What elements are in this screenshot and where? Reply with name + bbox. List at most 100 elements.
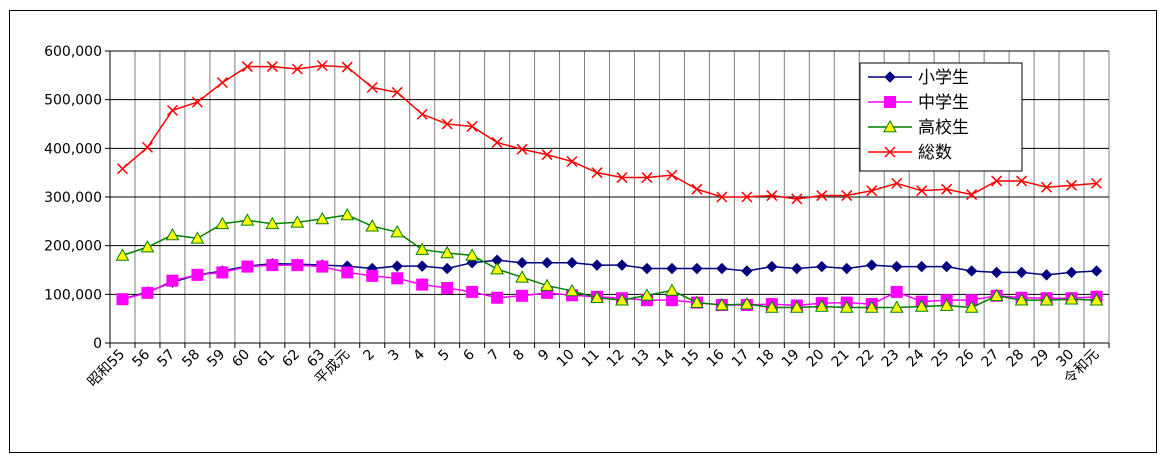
data-point-marker	[391, 272, 404, 285]
data-point-marker	[615, 293, 629, 306]
marker-stroke	[391, 86, 403, 98]
x-tick-label: 10	[554, 347, 578, 371]
marker-stroke	[1066, 179, 1078, 191]
data-point-marker	[1090, 265, 1103, 277]
data-point-marker	[816, 260, 828, 273]
data-point-marker	[591, 259, 603, 271]
data-point-marker	[366, 269, 379, 282]
data-point-marker	[390, 225, 405, 238]
marker-stroke	[541, 149, 553, 161]
marker-stroke	[591, 167, 603, 179]
data-point-marker	[1066, 179, 1078, 191]
x-tick-label: 28	[1003, 347, 1027, 371]
x-tick-label: 6	[460, 346, 478, 364]
data-point-marker	[616, 172, 628, 184]
marker-stroke	[216, 77, 228, 89]
data-point-marker	[915, 260, 928, 273]
data-point-marker	[166, 274, 179, 287]
x-tick-label: 23	[879, 347, 903, 371]
marker-stroke	[841, 190, 853, 202]
data-point-marker	[466, 285, 479, 298]
data-point-marker	[415, 242, 430, 255]
x-tick-label: 昭和55	[85, 347, 129, 391]
y-tick-label: 600,000	[44, 44, 102, 60]
marker-stroke	[166, 104, 178, 116]
data-point-marker	[566, 155, 578, 168]
data-point-marker	[641, 172, 653, 184]
marker-stroke	[884, 146, 896, 158]
data-point-marker	[866, 185, 878, 197]
data-point-marker	[565, 283, 579, 297]
data-point-marker	[1016, 175, 1028, 187]
marker-stroke	[941, 183, 953, 195]
legend-entry: 小学生	[868, 68, 969, 88]
marker-stroke	[766, 190, 778, 202]
x-tick-label: 59	[204, 347, 228, 371]
data-point-marker	[866, 259, 878, 271]
data-point-marker	[316, 260, 329, 273]
marker-stroke	[116, 163, 129, 175]
data-point-marker	[266, 259, 279, 272]
marker-stroke	[341, 61, 353, 73]
series-lines	[115, 60, 1104, 313]
marker-stroke	[466, 120, 478, 132]
x-tick-label: 8	[510, 347, 528, 365]
data-point-marker	[291, 63, 303, 75]
data-point-marker	[789, 300, 804, 313]
data-point-marker	[640, 288, 654, 301]
data-point-marker	[441, 118, 453, 130]
data-point-marker	[315, 211, 330, 225]
data-point-marker	[741, 191, 753, 203]
marker-stroke	[916, 185, 928, 197]
marker-stroke	[316, 60, 328, 72]
x-tick-label: 4	[410, 346, 428, 364]
marker-stroke	[1090, 177, 1103, 189]
x-tick-label: 26	[954, 346, 978, 370]
data-point-marker	[884, 71, 896, 83]
data-point-marker	[616, 259, 628, 271]
data-point-marker	[1014, 293, 1029, 306]
data-point-marker	[1065, 266, 1078, 279]
data-point-marker	[890, 285, 903, 298]
line-chart: 0 100,000 200,000 300,000 400,000 500,000 600,…	[44, 44, 1110, 391]
data-point-marker	[241, 260, 254, 273]
x-tick-label: 11	[579, 347, 603, 371]
data-point-marker	[440, 245, 455, 259]
data-point-marker	[190, 231, 205, 244]
data-point-marker	[116, 163, 129, 175]
data-point-marker	[691, 183, 703, 195]
data-point-marker	[216, 266, 229, 279]
data-point-marker	[791, 193, 803, 205]
legend-entry: 高校生	[868, 118, 969, 138]
data-point-marker	[816, 190, 828, 202]
series-line	[122, 214, 1097, 309]
data-point-marker	[516, 143, 528, 155]
legend-label: 高校生	[918, 118, 969, 138]
data-point-marker	[666, 262, 678, 275]
data-point-marker	[741, 265, 753, 277]
series-4	[116, 60, 1103, 205]
data-point-marker	[691, 262, 703, 275]
data-point-marker	[141, 286, 154, 299]
x-tick-label: 9	[535, 347, 553, 365]
data-point-marker	[641, 262, 653, 275]
data-point-marker	[141, 141, 153, 153]
data-point-marker	[839, 300, 854, 313]
data-point-marker	[341, 61, 353, 73]
x-tick-label: 22	[854, 347, 878, 371]
marker-stroke	[566, 155, 578, 168]
y-tick-label: 400,000	[44, 141, 102, 157]
x-tick-label: 13	[629, 347, 653, 371]
data-point-marker	[1090, 177, 1103, 189]
x-tick-label: 29	[1028, 347, 1052, 371]
data-point-marker	[891, 260, 903, 273]
marker-stroke	[141, 141, 153, 153]
data-point-marker	[715, 298, 729, 311]
series-3	[115, 207, 1104, 313]
y-tick-label: 200,000	[44, 239, 102, 255]
data-point-marker	[990, 266, 1003, 279]
marker-stroke	[666, 169, 678, 181]
x-tick-label: 19	[779, 347, 803, 371]
data-point-marker	[1039, 293, 1054, 306]
marker-stroke	[1016, 175, 1028, 187]
